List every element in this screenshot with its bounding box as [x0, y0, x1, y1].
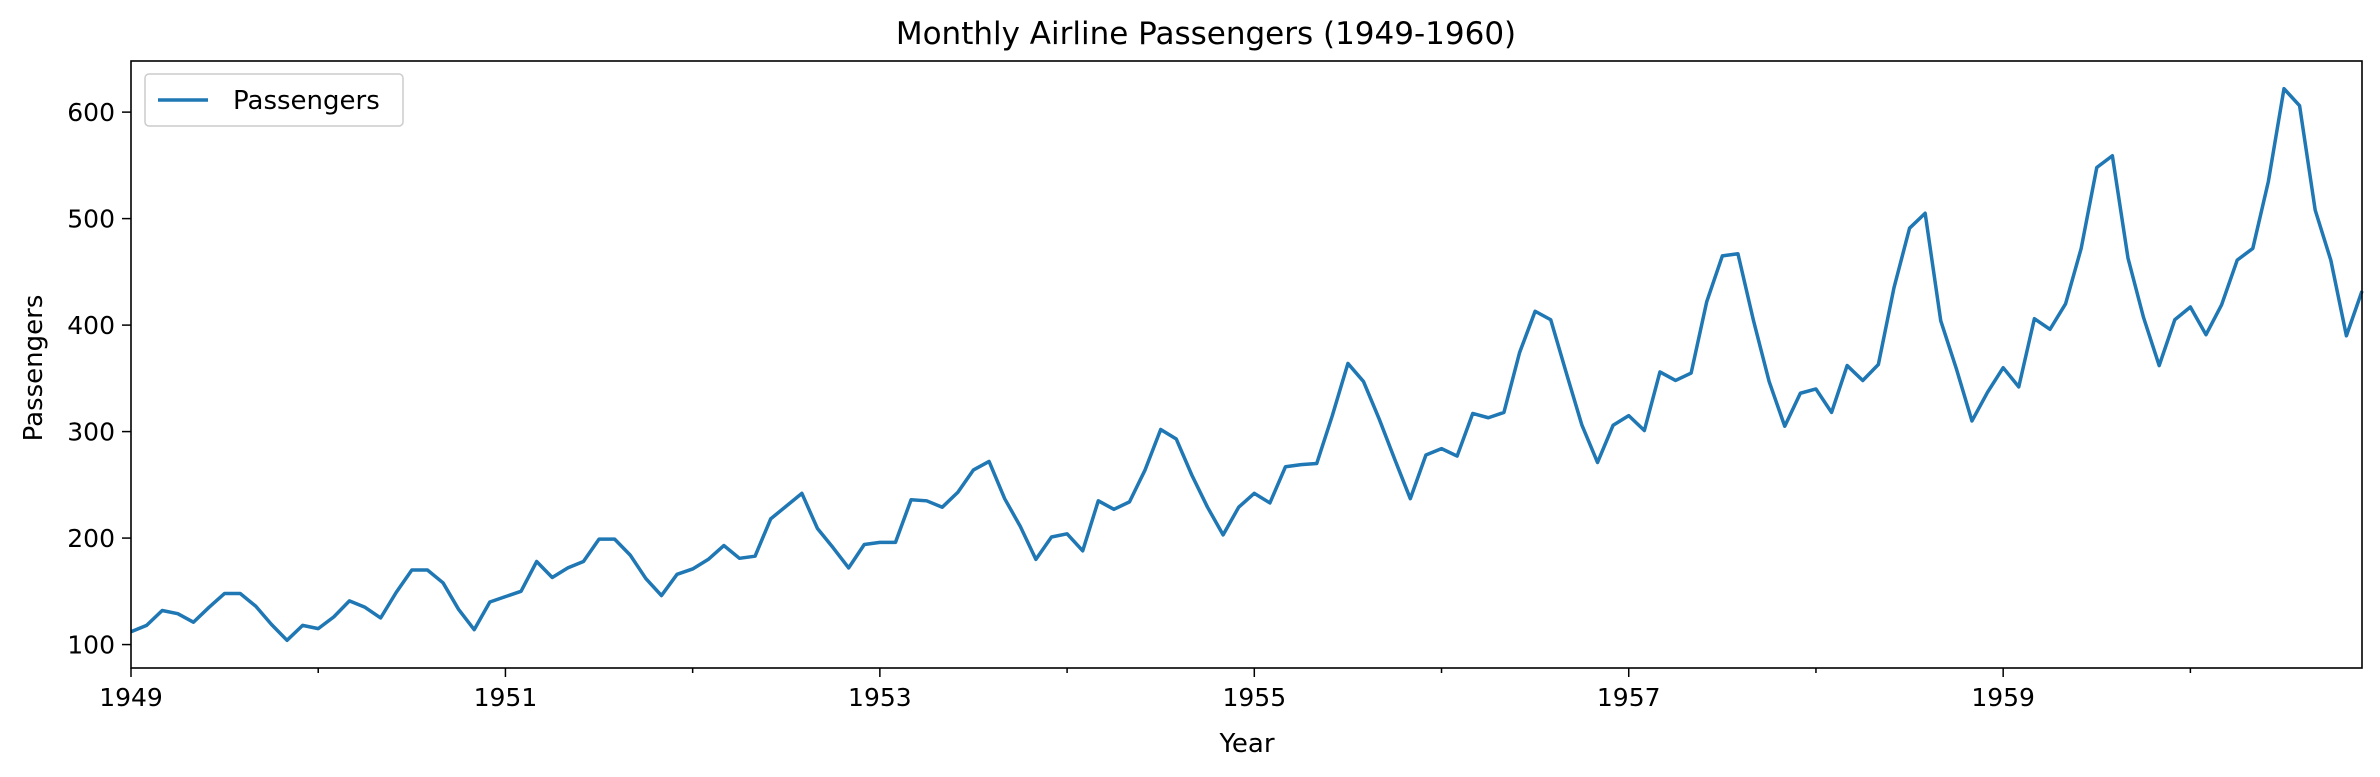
axes-frame [130, 60, 2363, 669]
y-tick-label: 200 [67, 524, 115, 553]
y-axis: 100 200 300 400 500 600 [67, 98, 131, 660]
x-axis: 1949 1951 1953 1955 1957 1959 [99, 668, 2192, 712]
x-tick-label: 1959 [1971, 683, 2035, 712]
y-tick-label: 300 [67, 418, 115, 447]
legend: Passengers [144, 73, 404, 127]
x-tick-label: 1957 [1597, 683, 1661, 712]
x-tick-label: 1955 [1222, 683, 1286, 712]
x-tick-label: 1953 [848, 683, 912, 712]
y-tick-label: 600 [67, 98, 115, 127]
x-tick-label: 1949 [99, 683, 163, 712]
y-tick-label: 100 [67, 631, 115, 660]
series-line-passengers [130, 86, 2364, 643]
plot-area [130, 60, 2364, 669]
y-tick-label: 400 [67, 311, 115, 340]
x-tick-label: 1951 [474, 683, 538, 712]
legend-label: Passengers [233, 86, 380, 116]
chart-title: Monthly Airline Passengers (1949-1960) [896, 16, 1516, 52]
x-axis-label: Year [1218, 729, 1274, 759]
y-tick-label: 500 [67, 205, 115, 234]
y-axis-label: Passengers [19, 295, 49, 442]
legend-box [144, 73, 404, 127]
